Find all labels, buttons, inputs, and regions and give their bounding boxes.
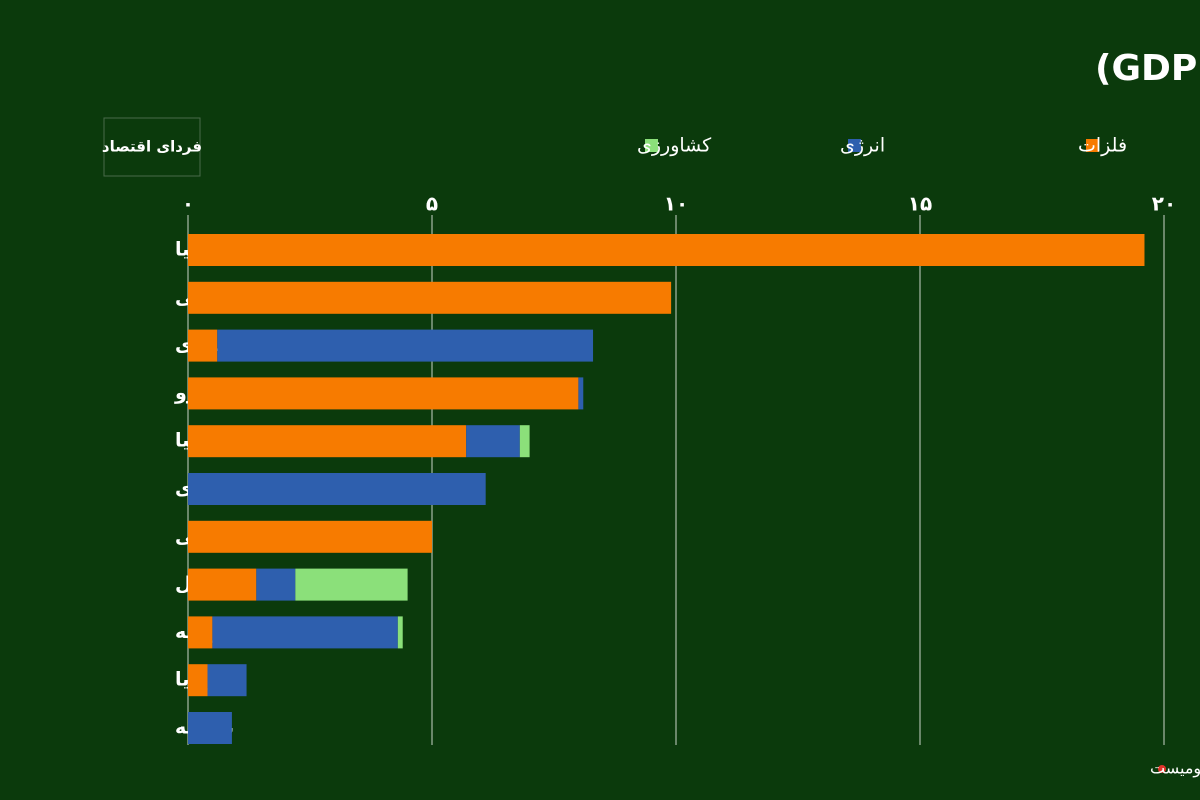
logo-box [103,117,201,177]
bar-segment [188,377,579,410]
bar-segment [188,473,486,505]
source-dot [1158,765,1166,773]
bar-segment [188,616,213,649]
bar-segment [207,664,247,697]
bar-segment [519,425,530,458]
bar-segment [188,568,257,601]
legend-swatch [645,139,658,152]
x-tick-label: ۱۵ [908,192,932,216]
legend-swatch [848,139,861,152]
bar-segment [188,712,232,744]
logo: فردای اقتصاد [102,138,202,156]
bar-segment [188,425,467,458]
legend-label: فلزات [1078,135,1127,157]
bar-segment [397,616,403,649]
bar-segment [217,329,594,362]
bar-segment [295,568,408,601]
bar-segment [256,568,296,601]
source: منبع: اکونومیست [1150,759,1200,779]
x-tick-label: ۲۰ [1152,192,1176,216]
x-tick-label: ۵ [426,192,438,216]
bar-segment [188,520,432,553]
legend-swatch [1086,139,1099,152]
legend-label: انرژی [840,135,885,157]
bar-segment [578,377,584,410]
bar-segment [188,234,1145,266]
bar-segment [188,281,672,314]
x-tick-label: ۰ [182,192,194,216]
chart-title: سهم صادرات کامودیتی به چین از تولید ناخا… [1095,48,1200,89]
bar-segment [466,425,520,458]
legend-label: کشاورزی [637,135,712,157]
bar-segment [212,616,398,649]
bar-segment [188,329,218,362]
x-tick-label: ۱۰ [664,192,688,216]
bar-segment [188,664,208,697]
